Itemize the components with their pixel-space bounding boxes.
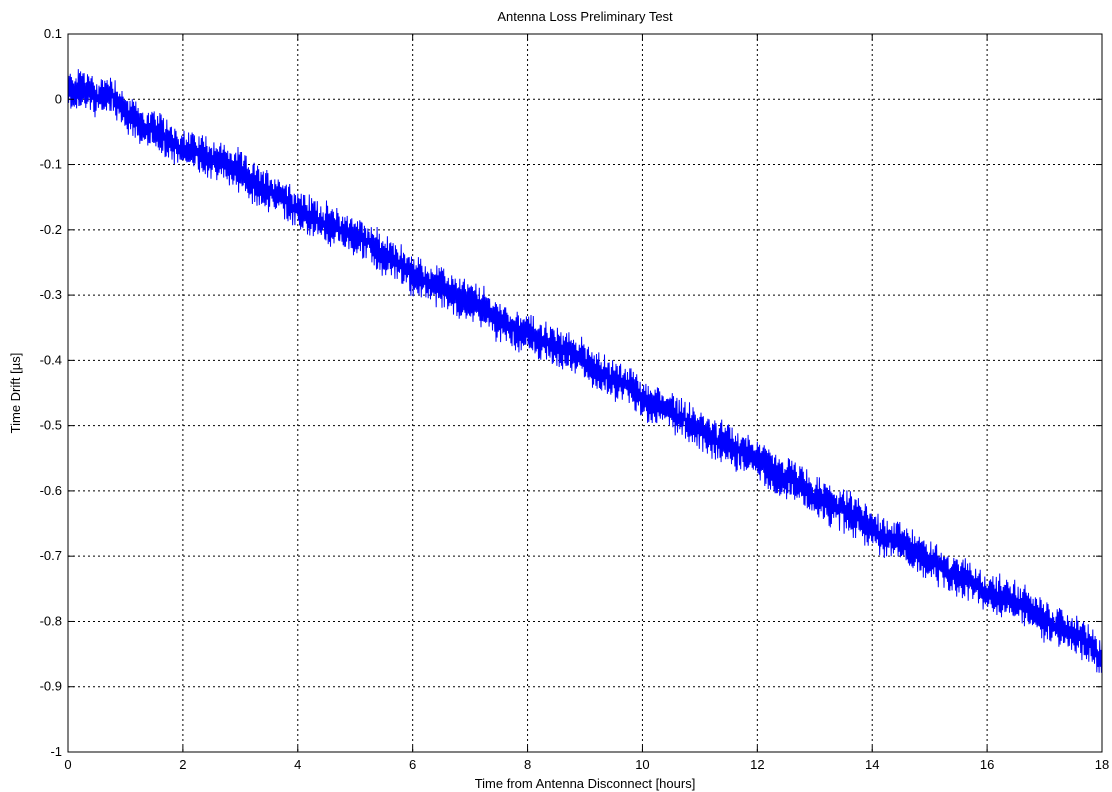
x-tick-label: 6 <box>409 757 416 772</box>
y-tick-label: -0.9 <box>40 679 62 694</box>
y-tick-label: -0.1 <box>40 157 62 172</box>
y-axis-label: Time Drift [µs] <box>8 353 23 434</box>
y-tick-label: -0.6 <box>40 483 62 498</box>
plot-series <box>67 69 1103 673</box>
x-tick-label: 18 <box>1095 757 1109 772</box>
y-tick-label: -0.8 <box>40 613 62 628</box>
y-axis-ticks <box>68 33 1102 753</box>
series-line-time-drift <box>67 69 1103 673</box>
plot-frame <box>67 33 1103 753</box>
y-gridlines <box>68 98 1102 688</box>
y-tick-label: -0.2 <box>40 222 62 237</box>
y-tick-label: 0.1 <box>44 26 62 41</box>
x-tick-label: 10 <box>635 757 649 772</box>
y-tick-label: -1 <box>50 744 62 759</box>
chart-title: Antenna Loss Preliminary Test <box>497 9 673 24</box>
y-axis-tick-labels: 0.1 0 -0.1 -0.2 -0.3 -0.4 -0.5 -0.6 -0.7 -0.8 -0.9… <box>40 26 62 759</box>
x-tick-label: 14 <box>865 757 879 772</box>
x-tick-label: 8 <box>524 757 531 772</box>
x-tick-label: 12 <box>750 757 764 772</box>
x-gridlines <box>182 34 988 752</box>
x-tick-label: 2 <box>179 757 186 772</box>
x-tick-label: 16 <box>980 757 994 772</box>
x-axis-label: Time from Antenna Disconnect [hours] <box>475 776 696 791</box>
x-tick-label: 4 <box>294 757 301 772</box>
x-axis-ticks <box>67 34 1103 752</box>
y-tick-label: -0.5 <box>40 418 62 433</box>
x-axis-tick-labels: 0 2 4 6 8 10 12 14 16 18 <box>64 757 1109 772</box>
y-tick-label: -0.7 <box>40 548 62 563</box>
y-tick-label: -0.4 <box>40 352 62 367</box>
x-tick-label: 0 <box>64 757 71 772</box>
y-tick-label: -0.3 <box>40 287 62 302</box>
y-tick-label: 0 <box>55 91 62 106</box>
